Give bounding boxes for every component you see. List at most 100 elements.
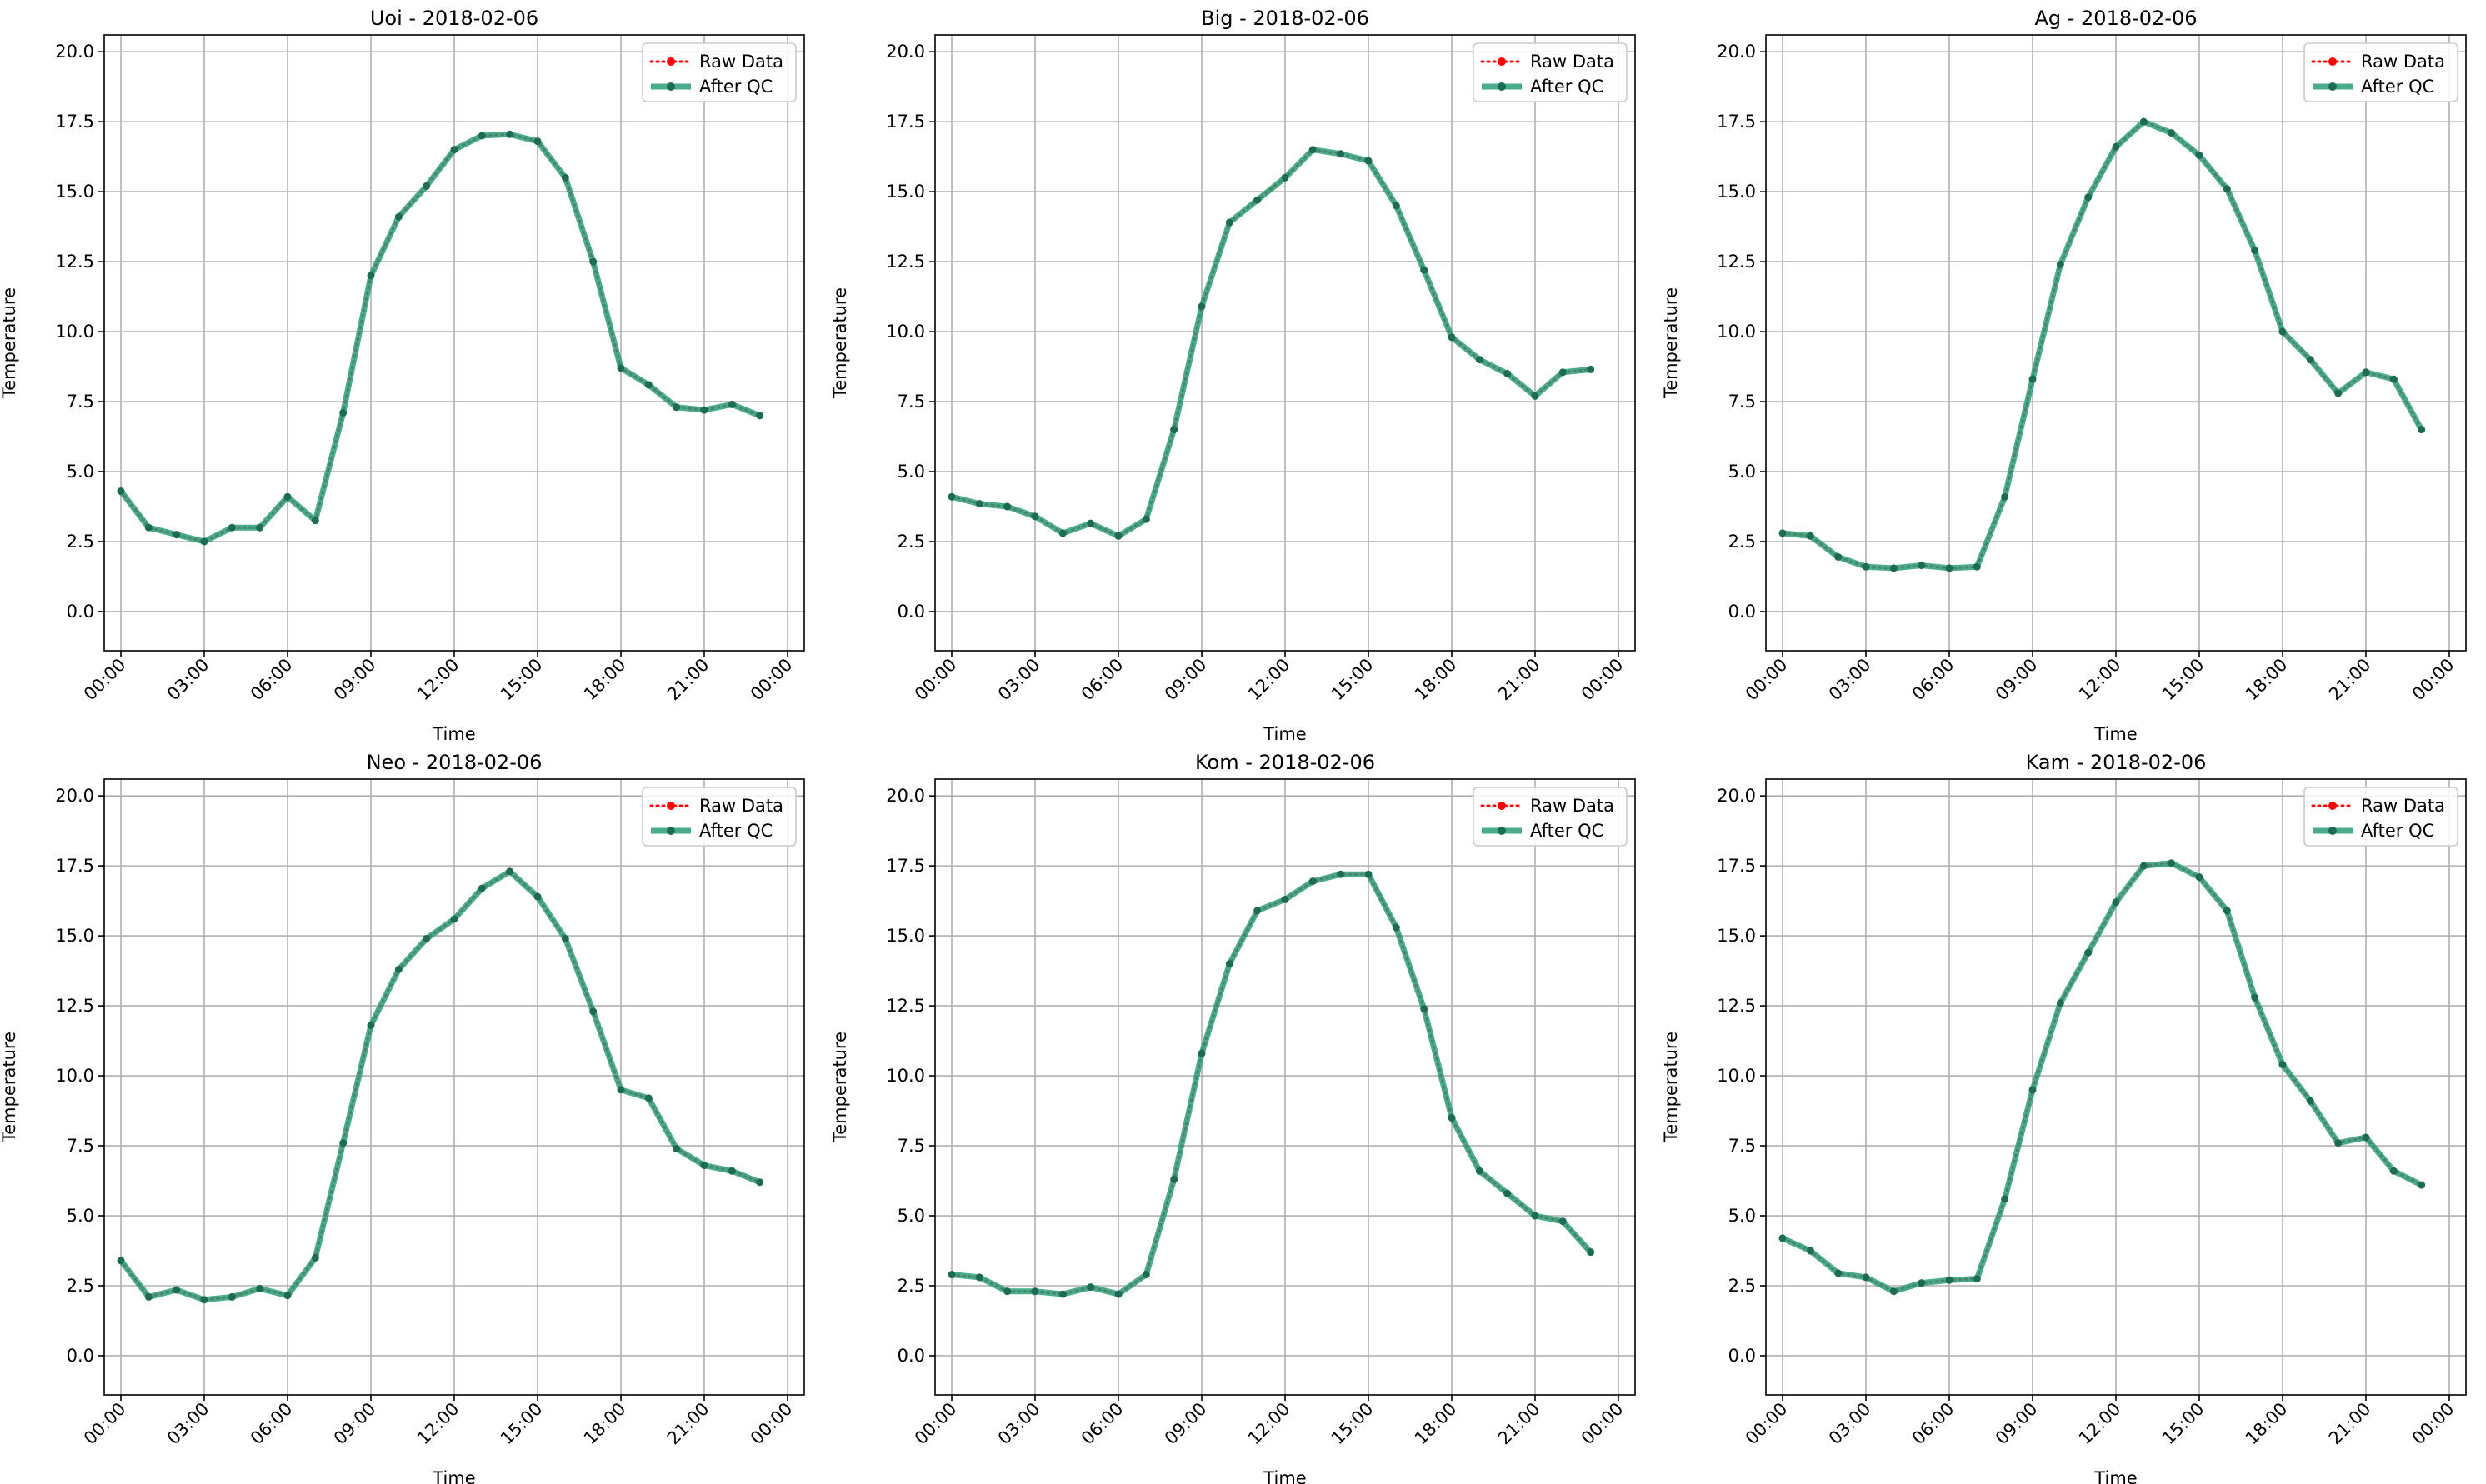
x-tick-label: 03:00 bbox=[994, 1399, 1044, 1449]
x-tick-label: 21:00 bbox=[2325, 655, 2375, 705]
after-qc-point bbox=[478, 884, 486, 892]
after-qc-point bbox=[1862, 562, 1870, 571]
y-axis-label: Temperature bbox=[1661, 1032, 1681, 1143]
after-qc-point bbox=[1475, 356, 1483, 364]
after-qc-point bbox=[283, 1292, 292, 1300]
y-axis-label: Temperature bbox=[830, 1032, 850, 1143]
y-tick-label: 2.5 bbox=[898, 1276, 925, 1296]
raw-data-line bbox=[1781, 120, 2423, 570]
y-tick-label: 17.5 bbox=[55, 112, 94, 132]
after-qc-point bbox=[1475, 1167, 1483, 1175]
x-tick-label: 15:00 bbox=[1328, 1399, 1378, 1449]
legend-raw-marker bbox=[1498, 802, 1506, 810]
chart-panel-6: 00:00 03:00 06:00 09:00 12:00 15:00 18:00 21:00… bbox=[1661, 751, 2467, 1484]
y-tick-label: 15.0 bbox=[886, 182, 925, 202]
y-tick-label: 10.0 bbox=[55, 1066, 94, 1086]
after-qc-point bbox=[1531, 1212, 1539, 1220]
after-qc-point bbox=[506, 130, 514, 138]
y-tick-label: 7.5 bbox=[1728, 1136, 1756, 1156]
after-qc-point bbox=[117, 1257, 125, 1265]
after-qc-point bbox=[2195, 873, 2203, 882]
after-qc-point bbox=[1003, 502, 1012, 511]
x-tick-label: 12:00 bbox=[2075, 655, 2125, 705]
chart-title: Ag - 2018-02-06 bbox=[2034, 7, 2197, 30]
x-tick-label: 18:00 bbox=[1411, 1399, 1461, 1449]
legend: Raw Data After QC bbox=[642, 787, 797, 847]
after-qc-line bbox=[118, 868, 761, 1303]
after-qc-point bbox=[2001, 492, 2009, 501]
after-qc-point bbox=[533, 892, 542, 901]
after-qc-point bbox=[2112, 142, 2120, 151]
y-tick-label: 10.0 bbox=[886, 322, 925, 342]
x-tick-label: 09:00 bbox=[1992, 655, 2042, 705]
x-tick-label: 00:00 bbox=[911, 1399, 961, 1449]
after-qc-point bbox=[173, 531, 181, 539]
after-qc-point bbox=[2334, 389, 2343, 397]
y-tick-label: 17.5 bbox=[1717, 112, 1756, 132]
after-qc-point bbox=[700, 406, 708, 414]
after-qc-point bbox=[1198, 302, 1206, 311]
y-axis-label: Temperature bbox=[0, 1032, 19, 1143]
x-tick-label: 09:00 bbox=[330, 655, 380, 705]
after-qc-point bbox=[1889, 1287, 1898, 1296]
x-tick-label: 15:00 bbox=[1328, 655, 1378, 705]
after-qc-point bbox=[1003, 1287, 1012, 1296]
x-tick-label: 12:00 bbox=[2075, 1399, 2125, 1449]
x-tick-label: 06:00 bbox=[1908, 1399, 1958, 1449]
legend-raw-marker bbox=[2328, 57, 2337, 66]
x-tick-label: 21:00 bbox=[1494, 1399, 1544, 1449]
after-qc-point bbox=[1170, 426, 1178, 434]
after-qc-line bbox=[951, 147, 1592, 539]
y-tick-label: 0.0 bbox=[67, 602, 94, 622]
x-tick-label: 15:00 bbox=[497, 655, 547, 705]
y-tick-label: 0.0 bbox=[898, 602, 925, 622]
x-tick-label: 12:00 bbox=[1244, 655, 1294, 705]
x-tick-label: 06:00 bbox=[247, 655, 297, 705]
y-tick-label: 17.5 bbox=[55, 856, 94, 876]
x-tick-label: 18:00 bbox=[580, 655, 630, 705]
legend-qc-label: After QC bbox=[1530, 821, 1603, 841]
after-qc-point bbox=[2195, 151, 2203, 159]
after-qc-point bbox=[1364, 870, 1373, 878]
after-qc-point bbox=[367, 272, 375, 280]
y-tick-label: 5.0 bbox=[1728, 462, 1756, 482]
y-tick-label: 7.5 bbox=[67, 392, 94, 412]
y-axis-label: Temperature bbox=[830, 287, 850, 399]
y-tick-label: 5.0 bbox=[1728, 1206, 1756, 1226]
x-axis-label: Time bbox=[2093, 724, 2137, 744]
x-tick-label: 00:00 bbox=[1578, 655, 1628, 705]
after-qc-point bbox=[948, 1271, 956, 1279]
after-qc-point bbox=[1558, 368, 1567, 377]
y-tick-label: 17.5 bbox=[1717, 856, 1756, 876]
after-qc-point bbox=[2168, 129, 2176, 137]
chart-panel-5: 00:00 03:00 06:00 09:00 12:00 15:00 18:00 21:00… bbox=[830, 751, 1636, 1484]
after-qc-point bbox=[948, 492, 956, 501]
x-tick-label: 03:00 bbox=[163, 1399, 213, 1449]
after-qc-line bbox=[1782, 118, 2424, 572]
legend: Raw Data After QC bbox=[1473, 42, 1628, 102]
after-qc-line bbox=[1781, 860, 2423, 1295]
after-qc-point bbox=[228, 1292, 236, 1301]
x-tick-label: 00:00 bbox=[1742, 655, 1792, 705]
after-qc-point bbox=[1031, 512, 1039, 521]
after-qc-point bbox=[2001, 1195, 2009, 1203]
x-tick-label: 00:00 bbox=[2408, 1399, 2458, 1449]
x-tick-label: 21:00 bbox=[663, 1399, 713, 1449]
raw-data-line bbox=[119, 132, 762, 543]
y-tick-label: 12.5 bbox=[886, 252, 925, 272]
after-qc-point bbox=[673, 403, 681, 412]
after-qc-point bbox=[2306, 356, 2314, 364]
after-qc-point bbox=[2251, 247, 2259, 255]
y-tick-label: 17.5 bbox=[886, 856, 925, 876]
raw-data-line bbox=[950, 872, 1593, 1296]
y-tick-label: 12.5 bbox=[1717, 996, 1756, 1016]
after-qc-point bbox=[2362, 1133, 2370, 1142]
after-qc-point bbox=[200, 537, 208, 546]
after-qc-point bbox=[589, 257, 598, 266]
legend-qc-marker bbox=[1498, 827, 1506, 835]
legend-qc-marker bbox=[667, 82, 675, 91]
x-tick-label: 06:00 bbox=[1908, 655, 1958, 705]
after-qc-point bbox=[256, 1284, 264, 1292]
after-qc-point bbox=[533, 137, 542, 146]
y-tick-label: 0.0 bbox=[1728, 1346, 1756, 1366]
